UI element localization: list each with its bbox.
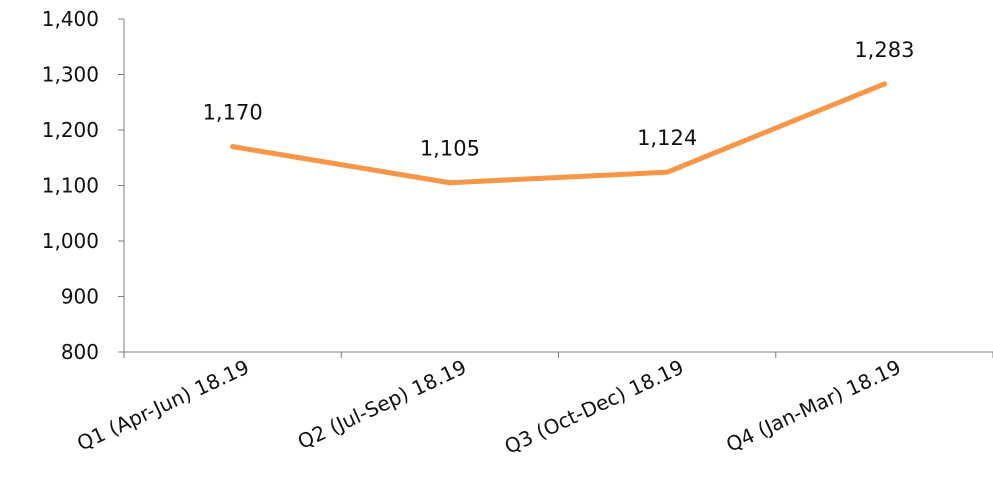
data-labels: 1,170 1,105 1,124 1,283 [203, 38, 915, 161]
data-label: 1,105 [420, 137, 480, 161]
data-point [881, 81, 887, 87]
x-category-label: Q3 (Oct-Dec) 18.19 [501, 355, 687, 459]
data-point [664, 169, 670, 175]
y-tick-label: 1,400 [42, 7, 99, 31]
y-tick-label: 800 [61, 340, 99, 364]
x-category-label: Q2 (Jul-Sep) 18.19 [294, 355, 470, 454]
data-point [230, 144, 236, 150]
x-category-label: Q4 (Jan-Mar) 18.19 [722, 355, 904, 457]
y-tick-label: 1,000 [42, 229, 99, 253]
series-layer [230, 81, 887, 186]
x-axis-labels: Q1 (Apr-Jun) 18.19 Q2 (Jul-Sep) 18.19 Q3 (… [73, 352, 993, 459]
data-point [447, 180, 453, 186]
data-label: 1,170 [203, 101, 263, 125]
y-tick-label: 1,200 [42, 118, 99, 142]
x-category-label: Q1 (Apr-Jun) 18.19 [73, 355, 253, 456]
axes [123, 19, 993, 353]
y-tick-label: 900 [61, 285, 99, 309]
data-label: 1,124 [637, 126, 697, 150]
y-axis-ticks: 800 900 1,000 1,100 1,200 1,300 1,400 [42, 7, 124, 364]
y-tick-label: 1,100 [42, 174, 99, 198]
y-tick-label: 1,300 [42, 63, 99, 87]
series-line [230, 81, 887, 186]
data-label: 1,283 [854, 38, 914, 62]
